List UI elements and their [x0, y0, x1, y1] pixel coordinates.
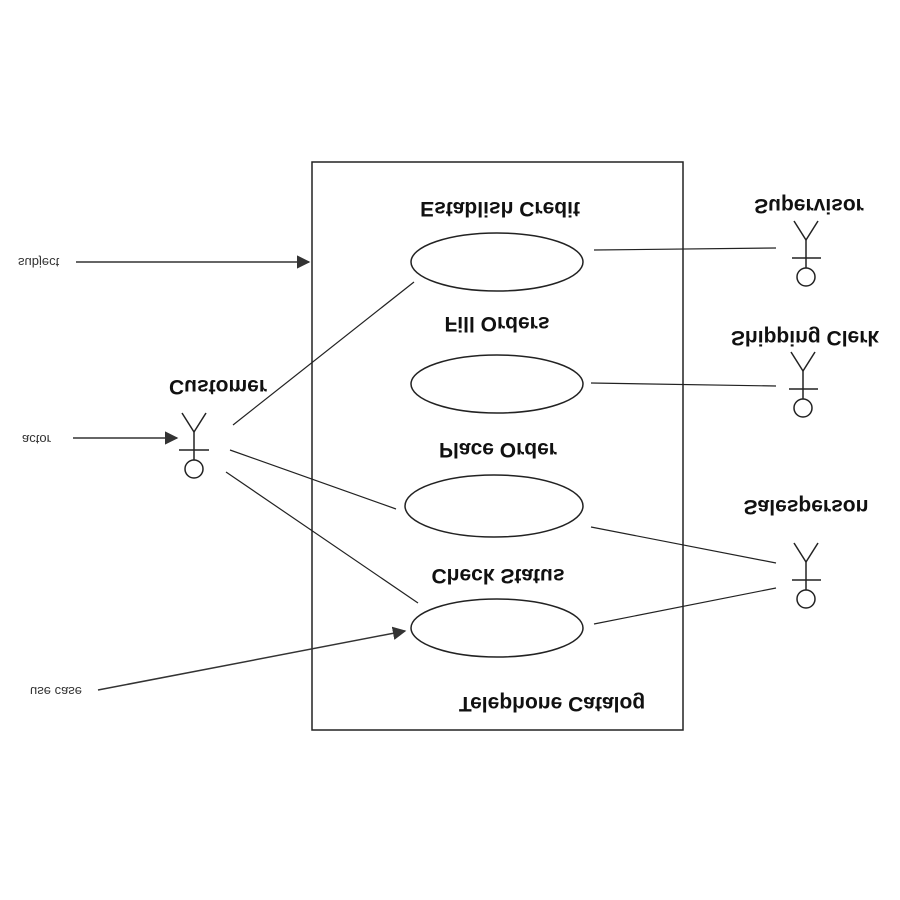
- assoc-fill-shipping: [590, 382, 777, 387]
- actor-label-shipping-clerk: Shipping Clerk: [731, 326, 880, 349]
- actor-salesperson-icon: [792, 542, 821, 609]
- annotation-actor: actor: [22, 432, 52, 447]
- actor-shipping-clerk-icon: [789, 351, 818, 418]
- use-case-place-order: [404, 474, 584, 538]
- assoc-customer-place: [229, 449, 397, 510]
- system-name-label: Telephone Catalog: [459, 692, 645, 715]
- use-case-label-check-status: Check Status: [431, 564, 564, 587]
- assoc-check-salesperson: [593, 587, 777, 625]
- use-case-arrow: [97, 626, 407, 691]
- assoc-establish-supervisor: [593, 247, 777, 251]
- assoc-customer-check: [225, 471, 419, 604]
- actor-label-salesperson: Salesperson: [744, 495, 869, 518]
- use-case-label-establish-credit: Establish Credit: [420, 197, 580, 220]
- actor-customer-icon: [179, 412, 209, 479]
- annotation-use-case: use case: [30, 684, 82, 699]
- use-case-label-fill-orders: Fill Orders: [444, 312, 549, 335]
- actor-supervisor-icon: [792, 220, 821, 287]
- use-case-fill-orders: [410, 354, 584, 414]
- actor-label-customer: Customer: [169, 375, 267, 398]
- use-case-establish-credit: [410, 232, 584, 292]
- assoc-customer-establish: [232, 281, 415, 426]
- use-case-label-place-order: Place Order: [439, 438, 557, 461]
- annotation-subject: subject: [18, 255, 60, 270]
- use-case-check-status: [410, 598, 584, 658]
- system-boundary: [311, 161, 684, 731]
- assoc-place-salesperson: [590, 526, 777, 564]
- actor-label-supervisor: Supervisor: [754, 194, 864, 217]
